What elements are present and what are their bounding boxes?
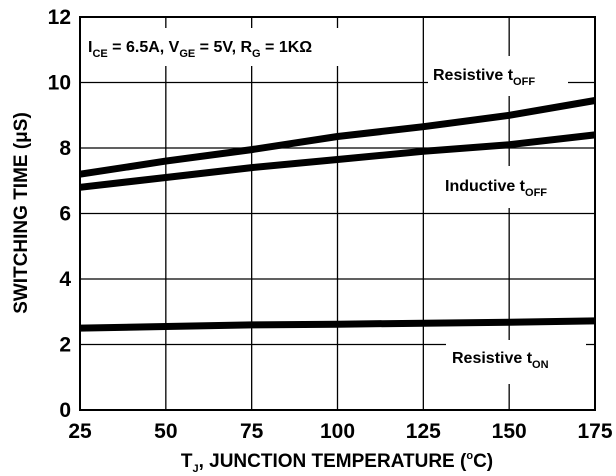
x-tick-label: 125 bbox=[406, 420, 441, 443]
y-tick-label: 2 bbox=[59, 334, 71, 357]
series-line-resistive-toff bbox=[79, 97, 596, 178]
series-label-bg-resistive-toff bbox=[428, 56, 568, 96]
series-label-resistive-ton: Resistive tON bbox=[452, 350, 549, 371]
series-label-bg-inductive-toff bbox=[440, 166, 580, 208]
y-tick-label: 4 bbox=[59, 268, 71, 291]
x-axis-title: TJ, JUNCTION TEMPERATURE (oC) bbox=[181, 450, 493, 475]
x-tick-label: 175 bbox=[577, 420, 612, 443]
x-tick-label: 75 bbox=[240, 420, 264, 443]
y-axis-title: SWITCHING TIME (μS) bbox=[11, 112, 32, 314]
x-tick-label: 50 bbox=[154, 420, 177, 443]
x-tick-label: 150 bbox=[492, 420, 527, 443]
conditions-text: ICE = 6.5A, VGE = 5V, RG = 1KΩ bbox=[88, 39, 312, 60]
y-tick-label: 8 bbox=[59, 137, 71, 160]
x-tick-label: 25 bbox=[68, 420, 92, 443]
series-line-resistive-ton bbox=[79, 317, 596, 332]
series-line-inductive-toff bbox=[79, 131, 596, 191]
y-tick-label: 10 bbox=[48, 72, 71, 95]
series-label-resistive-toff: Resistive tOFF bbox=[433, 67, 535, 88]
conditions-label-bg bbox=[80, 28, 390, 66]
y-tick-label: 12 bbox=[48, 6, 71, 29]
y-tick-label: 0 bbox=[59, 399, 71, 422]
x-tick-label: 100 bbox=[320, 420, 355, 443]
tick-labels: 25 50 75 100 125 150 175 0 2 4 6 8 10 12 bbox=[48, 6, 613, 443]
series-layer bbox=[79, 97, 596, 332]
y-tick-label: 6 bbox=[59, 203, 71, 226]
series-label-bg-resistive-ton bbox=[446, 340, 586, 384]
plot-frame bbox=[79, 16, 596, 411]
series-label-inductive-toff: Inductive tOFF bbox=[445, 178, 547, 199]
